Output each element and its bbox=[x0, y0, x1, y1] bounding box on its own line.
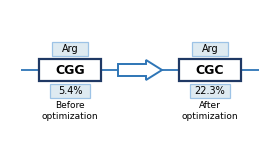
FancyBboxPatch shape bbox=[50, 84, 90, 98]
FancyBboxPatch shape bbox=[192, 42, 228, 56]
Text: CGC: CGC bbox=[196, 63, 224, 77]
Text: After
optimization: After optimization bbox=[182, 101, 238, 121]
Text: Arg: Arg bbox=[202, 44, 218, 54]
FancyBboxPatch shape bbox=[190, 84, 230, 98]
FancyArrow shape bbox=[118, 60, 162, 80]
Text: 22.3%: 22.3% bbox=[195, 86, 225, 96]
FancyBboxPatch shape bbox=[179, 59, 241, 81]
FancyBboxPatch shape bbox=[52, 42, 88, 56]
FancyBboxPatch shape bbox=[39, 59, 101, 81]
Text: 5.4%: 5.4% bbox=[58, 86, 82, 96]
Text: Arg: Arg bbox=[62, 44, 78, 54]
Text: Before
optimization: Before optimization bbox=[42, 101, 98, 121]
Text: CGG: CGG bbox=[55, 63, 85, 77]
